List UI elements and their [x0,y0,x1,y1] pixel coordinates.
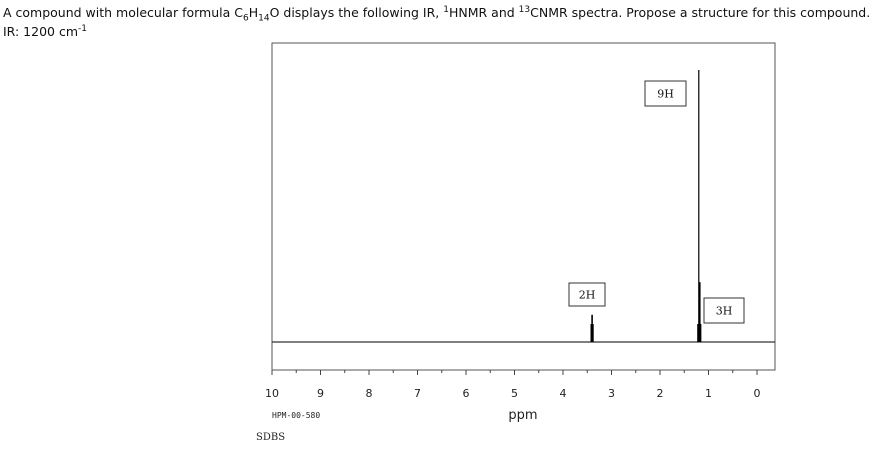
hnmr-superscript: 1 [443,4,449,15]
tick-label: 4 [560,387,567,400]
question-suffix: CNMR spectra. Propose a structure for th… [530,5,871,20]
cnmr-superscript: 13 [518,4,531,15]
integration-label: 3H [716,305,733,318]
tick-label: 2 [657,387,664,400]
peak-base [698,324,702,342]
carbon-subscript: 6 [242,13,249,24]
tick-label: 0 [754,387,761,400]
peak-base [590,324,594,342]
question-text: A compound with molecular formula C6H14O… [3,4,871,24]
question-prefix: A compound with molecular formula C [3,5,243,20]
x-axis-ticks: 10 9 8 7 6 5 4 3 2 1 0 [265,370,761,400]
integrations-group: 2H 9H 3H [568,80,745,324]
hydrogen-symbol: H [248,5,259,20]
hnmr-text: HNMR and [448,5,519,20]
tick-label: 5 [511,387,518,400]
tick-label: 9 [317,387,324,400]
ir-superscript: -1 [78,23,87,34]
ir-text: IR: 1200 cm-1 [3,23,87,41]
source-label: SDBS [256,432,285,443]
integration-label: 2H [579,289,596,302]
integration-label: 9H [657,88,674,101]
tick-label: 8 [366,387,373,400]
integration-box [644,80,687,107]
tick-label: 6 [463,387,470,400]
tick-label: 10 [265,387,279,400]
tick-label: 1 [705,387,712,400]
tick-label: 3 [608,387,615,400]
integration-box [703,297,745,324]
question-mid: O displays the following IR, [269,5,444,20]
x-axis-label: ppm [508,408,537,423]
integration-box [568,282,606,307]
plot-frame [271,42,776,371]
peaks-group [590,70,702,342]
ir-prefix: IR: 1200 cm [3,24,79,39]
hydrogen-subscript: 14 [258,13,270,24]
spectrum-code: HPM-00-580 [272,411,320,420]
tick-label: 7 [414,387,421,400]
